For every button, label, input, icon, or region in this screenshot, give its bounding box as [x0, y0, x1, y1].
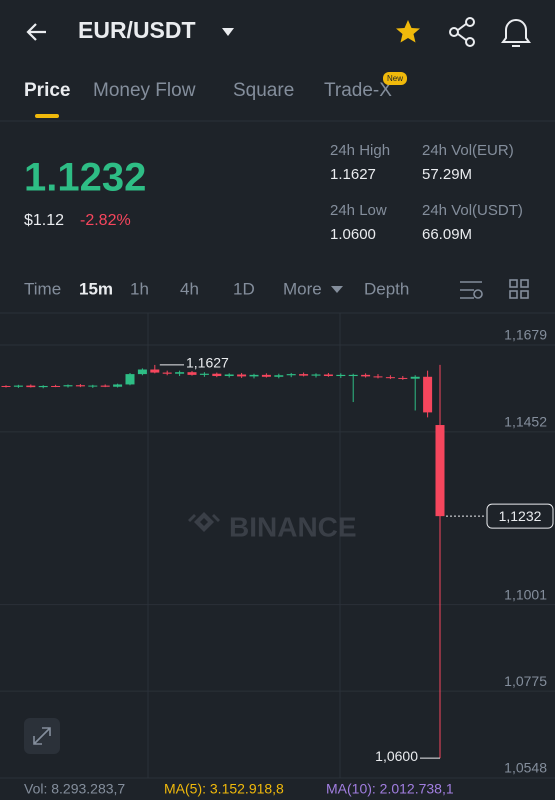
candle-body	[88, 385, 98, 387]
candle-body	[261, 374, 271, 377]
candle-body	[299, 374, 309, 376]
candle-body	[100, 385, 110, 387]
candle-body	[187, 372, 197, 375]
more-dropdown[interactable]	[331, 286, 343, 293]
candle-body	[336, 374, 346, 377]
alert-bell[interactable]	[501, 19, 531, 47]
stats: 24h High 1.1627 24h Low 1.0600 24h Vol(EUR) 5…	[330, 142, 523, 243]
indicator-value: MA(10): 2.012.738,1	[326, 781, 454, 797]
candle-body	[1, 385, 11, 387]
stat-label: 24h High	[330, 142, 390, 159]
candle-body	[212, 373, 222, 377]
last-price: 1.1232	[24, 156, 146, 200]
y-tick-label: 1,0775	[504, 673, 547, 689]
candle-body	[137, 369, 147, 375]
candle-body	[249, 374, 259, 377]
active-tab-indicator	[35, 114, 59, 118]
watermark-logo	[188, 512, 220, 532]
tab[interactable]: Price	[24, 80, 70, 101]
price-change: -2.82%	[80, 212, 131, 229]
candle-body	[286, 374, 296, 376]
candle-body	[13, 385, 23, 387]
stat-label: 24h Vol(USDT)	[422, 202, 523, 219]
back-button[interactable]	[26, 23, 46, 41]
interval-option[interactable]: More	[283, 279, 322, 298]
interval-option[interactable]: Depth	[364, 279, 409, 298]
new-badge-text: New	[387, 74, 403, 83]
candle-body	[162, 372, 172, 374]
candle-body	[423, 376, 433, 413]
pair-title[interactable]: EUR/USDT	[78, 17, 196, 43]
candle-body	[274, 375, 284, 377]
y-tick-label: 1,1679	[504, 327, 547, 343]
candle-body	[237, 374, 247, 377]
candle-body	[199, 373, 209, 375]
new-badge	[383, 72, 407, 85]
layout-toggle[interactable]	[509, 279, 529, 299]
tab[interactable]: Trade-X	[324, 80, 392, 101]
candle-body	[385, 377, 395, 379]
indicator-footer: Vol: 8.293.283,7 MA(5): 3.152.918,8 MA(10)…	[24, 781, 454, 797]
candle-body	[398, 377, 408, 379]
fullscreen-button[interactable]	[24, 718, 60, 754]
high-marker-label: 1,1627	[186, 355, 229, 371]
candle-body	[373, 376, 383, 378]
interval-option: Time	[24, 279, 61, 298]
candle-body	[224, 374, 234, 377]
stat-value: 66.09M	[422, 226, 472, 243]
favorite-star[interactable]	[396, 20, 420, 43]
candle-body	[175, 372, 185, 374]
tab[interactable]: Money Flow	[93, 80, 196, 101]
candle-body	[323, 374, 333, 377]
indicator-value: MA(5): 3.152.918,8	[164, 781, 284, 797]
candle-body	[51, 385, 61, 387]
candle-body	[75, 385, 85, 387]
interval-bar: Time 15m 1h 4h 1D More Depth	[24, 279, 409, 298]
usd-price: $1.12	[24, 212, 64, 229]
stat-label: 24h Low	[330, 202, 387, 219]
low-marker-label: 1,0600	[375, 748, 418, 764]
candle-body	[348, 374, 358, 377]
share-button[interactable]	[449, 17, 475, 47]
plot: 1,1679 1,1452 1,1001 1,0775 1,0548 1,1627 1,06…	[0, 327, 555, 779]
stat-value: 1.1627	[330, 166, 376, 183]
interval-option[interactable]: 4h	[180, 279, 199, 298]
interval-option[interactable]: 1h	[130, 279, 149, 298]
tab-bar: Price Money Flow Square Trade-X	[24, 80, 392, 101]
candle-body	[410, 376, 420, 379]
stat-value: 57.29M	[422, 166, 472, 183]
pair-dropdown[interactable]	[222, 28, 234, 36]
candle-body	[311, 374, 321, 376]
candle-body	[361, 374, 371, 377]
candle-body	[26, 385, 36, 388]
current-price-label: 1,1232	[499, 508, 542, 524]
candle-body	[63, 385, 73, 387]
y-tick-label: 1,1001	[504, 586, 547, 602]
current-price-box	[486, 503, 554, 529]
candle-body	[150, 369, 160, 373]
candle-body	[113, 384, 123, 387]
watermark: BINANCE	[229, 511, 357, 542]
interval-option[interactable]: 1D	[233, 279, 255, 298]
candle-body	[38, 385, 48, 388]
candle-body	[125, 374, 135, 385]
stat-value: 1.0600	[330, 226, 376, 243]
y-tick-label: 1,1452	[504, 414, 547, 430]
interval-option[interactable]: 15m	[79, 279, 113, 298]
indicator-settings[interactable]	[460, 281, 483, 299]
indicator-value: Vol: 8.293.283,7	[24, 781, 125, 797]
tab[interactable]: Square	[233, 80, 294, 101]
stat-label: 24h Vol(EUR)	[422, 142, 514, 159]
y-tick-label: 1,0548	[504, 760, 547, 776]
candle-body	[435, 425, 445, 517]
